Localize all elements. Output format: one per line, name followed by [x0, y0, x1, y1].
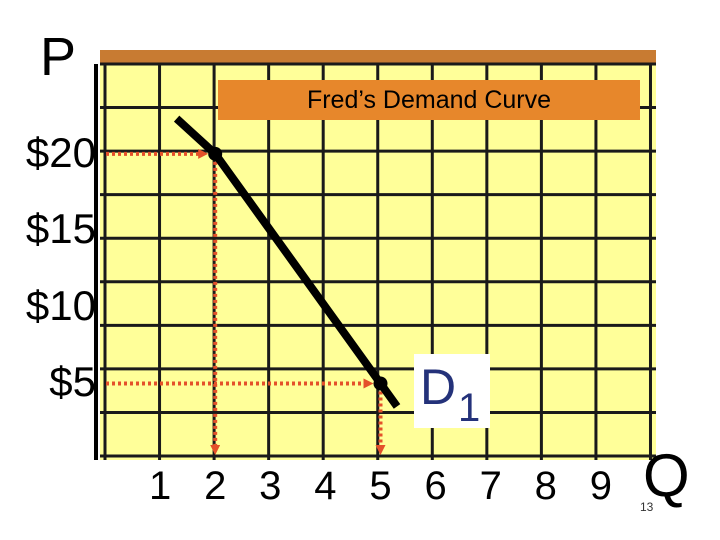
demand-curve-line [173, 115, 401, 409]
y-tick-label: $5 [49, 358, 96, 406]
curve-label: D 1 [414, 354, 490, 428]
demand-series [173, 115, 401, 409]
x-tick-label: 5 [369, 464, 392, 508]
x-tick-label: 1 [148, 464, 172, 508]
y-axis-label: P [40, 27, 77, 87]
chart-title-text: Fred’s Demand Curve [306, 85, 552, 114]
guide-lines [106, 148, 386, 455]
chart-title: Fred’s Demand Curve [218, 80, 640, 120]
x-tick-label: 8 [534, 464, 557, 508]
y-tick-label: $15 [25, 205, 96, 253]
demand-point [208, 146, 223, 161]
slide-number: 13 [640, 500, 654, 514]
plot-frame-top [100, 50, 656, 64]
x-tick-label: 7 [479, 464, 502, 508]
demand-point [373, 376, 388, 391]
y-tick-label: $10 [25, 281, 96, 329]
x-tick-label: 2 [204, 464, 227, 508]
x-tick-label: 3 [259, 464, 282, 508]
x-tick-label: 4 [314, 464, 337, 508]
x-tick-label: 6 [424, 464, 447, 508]
curve-label-main: D [420, 359, 457, 415]
curve-label-subscript: 1 [458, 386, 481, 430]
y-tick-label: $20 [25, 128, 96, 176]
x-tick-label: 9 [589, 464, 613, 508]
x-axis-label: Q [643, 442, 690, 509]
